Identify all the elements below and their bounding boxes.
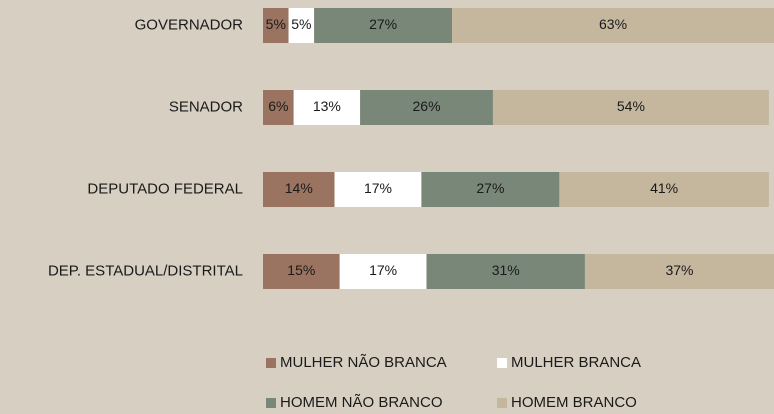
data-label: 13%	[313, 98, 341, 114]
category-label: GOVERNADOR	[135, 16, 244, 33]
data-label: 27%	[369, 16, 397, 32]
bar-segment	[334, 172, 422, 207]
data-label: 15%	[287, 262, 315, 278]
legend-swatch	[266, 358, 276, 368]
data-label: 17%	[364, 180, 392, 196]
category-label: DEP. ESTADUAL/DISTRITAL	[48, 262, 243, 279]
category-label: DEPUTADO FEDERAL	[87, 180, 243, 197]
bar-segment	[492, 90, 769, 125]
data-label: 5%	[266, 16, 286, 32]
legend-swatch	[266, 398, 276, 408]
data-label: 17%	[369, 262, 397, 278]
legend-swatch	[497, 358, 507, 368]
data-label: 6%	[268, 98, 288, 114]
legend-label: MULHER NÃO BRANCA	[280, 354, 447, 371]
bar-segment	[360, 90, 493, 125]
bar-segment	[263, 8, 289, 43]
bar-segment	[288, 8, 315, 43]
legend-swatch	[497, 398, 507, 408]
data-label: 54%	[617, 98, 645, 114]
bar-segment	[314, 8, 453, 43]
bar-segment	[584, 254, 774, 289]
legend-label: HOMEM NÃO BRANCO	[280, 394, 443, 411]
data-label: 14%	[285, 180, 313, 196]
bar-segment	[452, 8, 774, 43]
bar-segment	[263, 254, 340, 289]
category-label: SENADOR	[169, 98, 243, 115]
bar-segment	[293, 90, 361, 125]
bar-segment	[426, 254, 585, 289]
bar-segment	[559, 172, 769, 207]
data-label: 41%	[650, 180, 678, 196]
legend-label: MULHER BRANCA	[511, 354, 641, 371]
bar-segment	[263, 172, 335, 207]
data-label: 5%	[291, 16, 311, 32]
data-label: 31%	[492, 262, 520, 278]
bar-segment	[263, 90, 294, 125]
data-label: 63%	[599, 16, 627, 32]
bar-segment	[339, 254, 427, 289]
bar-segment	[421, 172, 560, 207]
legend-label: HOMEM BRANCO	[511, 394, 637, 411]
data-label: 37%	[665, 262, 693, 278]
data-label: 27%	[476, 180, 504, 196]
data-label: 26%	[413, 98, 441, 114]
